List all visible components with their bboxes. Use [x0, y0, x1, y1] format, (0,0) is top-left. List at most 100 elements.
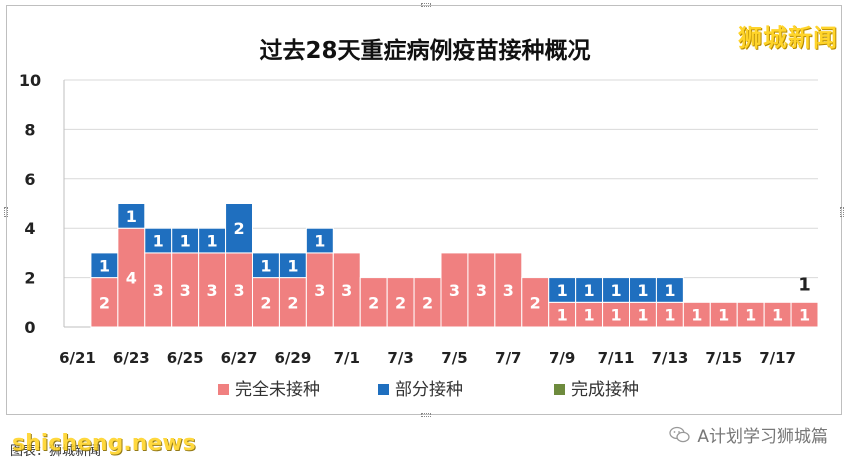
watermark-logo-text: 狮城新闻 [738, 24, 838, 52]
data-label: 1 [180, 232, 191, 251]
x-tick-label: 7/11 [598, 349, 635, 367]
bar-segment [278, 252, 307, 279]
data-label: 1 [664, 281, 675, 300]
wechat-account[interactable]: A计划学习狮城篇 [669, 422, 828, 447]
x-tick-label: 7/9 [549, 349, 575, 367]
y-tick-label: 6 [24, 170, 35, 189]
data-label: 2 [395, 293, 406, 312]
bar-segment [602, 277, 630, 303]
data-label: 1 [584, 306, 595, 325]
bar-segment [171, 252, 200, 328]
y-tick-label: 0 [24, 318, 35, 337]
bar-segment [629, 301, 657, 328]
y-tick-label: 2 [24, 269, 35, 288]
bar-segment [332, 252, 361, 328]
bar-segment [494, 252, 523, 328]
data-label: 3 [341, 281, 352, 300]
data-label: 1 [584, 281, 595, 300]
bar-segment [790, 301, 819, 328]
data-label: 1 [799, 306, 810, 325]
legend-label: 完成接种 [571, 380, 639, 400]
data-label: 1 [610, 306, 621, 325]
bar-segment [413, 277, 442, 328]
bar-segment [736, 301, 765, 328]
x-tick-label: 7/7 [495, 349, 521, 367]
bar-segment [359, 277, 388, 328]
y-tick-label: 10 [19, 71, 41, 90]
data-label: 1 [557, 306, 568, 325]
bar-segment [225, 203, 253, 254]
bar-segment [225, 252, 253, 328]
data-label: 1 [664, 306, 675, 325]
bar-segment [575, 277, 604, 303]
data-label: 1 [772, 306, 783, 325]
data-label: 2 [287, 293, 298, 312]
data-label: 1 [207, 232, 218, 251]
chart-title: 过去28天重症病例疫苗接种概况 [259, 37, 590, 64]
data-label: 1 [153, 232, 164, 251]
data-label: 1 [610, 281, 621, 300]
data-label: 3 [153, 281, 164, 300]
x-tick-label: 7/13 [651, 349, 688, 367]
y-tick-label: 8 [24, 120, 35, 139]
x-tick-label: 6/27 [221, 349, 258, 367]
source-label: 图表： [10, 444, 50, 459]
bar-segment [117, 203, 146, 229]
legend: 完全未接种 部分接种 完成接种 [218, 380, 639, 400]
bar-segment [305, 227, 334, 254]
data-label: 2 [422, 293, 433, 312]
x-tick-label: 6/25 [167, 349, 204, 367]
wechat-account-name: A计划学习狮城篇 [697, 427, 828, 447]
data-label: 3 [476, 281, 487, 300]
resize-handle-bottom[interactable] [421, 413, 431, 417]
legend-swatch [218, 384, 229, 395]
wechat-icon [669, 426, 691, 442]
data-label: 4 [126, 269, 137, 288]
bar-segment [655, 277, 684, 303]
data-label: 1 [637, 306, 648, 325]
bar-segment [548, 301, 577, 328]
data-label: 2 [99, 293, 110, 312]
resize-handle-right[interactable] [840, 207, 844, 217]
resize-handle-top[interactable] [421, 3, 431, 7]
data-label: 1 [314, 232, 325, 251]
data-label: 1 [287, 256, 298, 275]
bar-segment [521, 277, 550, 328]
y-axis: 0 2 4 6 8 10 [19, 71, 41, 337]
data-label: 1 [126, 207, 137, 226]
x-tick-label: 7/1 [334, 349, 360, 367]
data-label: 2 [368, 293, 379, 312]
data-label: 2 [530, 293, 541, 312]
chart-frame [6, 5, 842, 415]
data-label: 1 [260, 256, 271, 275]
bar-segment [252, 252, 280, 279]
bar-segment [629, 277, 657, 303]
bar-segment [763, 301, 792, 328]
data-label: 1 [637, 281, 648, 300]
y-tick-label: 4 [24, 219, 35, 238]
data-label: 2 [260, 293, 271, 312]
legend-label: 完全未接种 [235, 380, 320, 400]
data-label: 3 [233, 281, 244, 300]
data-label: 3 [449, 281, 460, 300]
bar-segment [467, 252, 496, 328]
annotation-label: 1 [798, 274, 811, 295]
bar-segment [440, 252, 469, 328]
legend-swatch [378, 384, 389, 395]
bar-segment [305, 252, 334, 328]
resize-handle-left[interactable] [4, 207, 8, 217]
x-tick-label: 7/17 [759, 349, 796, 367]
data-label: 1 [557, 281, 568, 300]
data-label: 2 [233, 219, 244, 238]
legend-label: 部分接种 [395, 380, 463, 400]
x-tick-label: 6/29 [274, 349, 311, 367]
x-tick-label: 6/23 [113, 349, 150, 367]
data-label: 3 [503, 281, 514, 300]
data-label: 3 [180, 281, 191, 300]
x-tick-label: 7/15 [705, 349, 742, 367]
x-axis: 6/21 6/23 6/25 6/27 6/29 7/1 7/3 7/5 7/7 7/9 7/11 7… [59, 349, 796, 367]
bar-segment [386, 277, 415, 328]
data-label: 1 [745, 306, 756, 325]
